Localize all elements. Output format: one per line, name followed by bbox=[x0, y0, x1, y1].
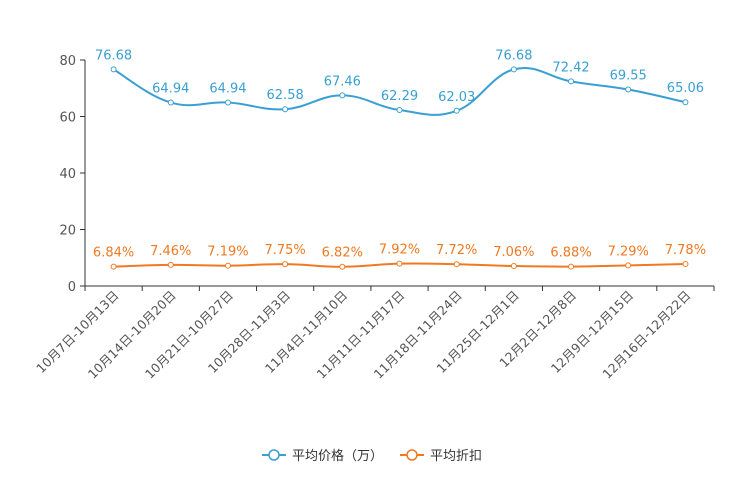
data-point[interactable] bbox=[224, 262, 231, 269]
data-point[interactable] bbox=[396, 107, 403, 114]
data-label: 7.06% bbox=[493, 245, 534, 260]
legend-label: 平均价格（万） bbox=[292, 448, 383, 464]
series-2: 6.84% 7.46% 7.19% 7.75% 6.82% 7.92% 7.72% 7.06%… bbox=[93, 243, 706, 270]
y-tick-label: 60 bbox=[59, 111, 76, 126]
y-tick-label: 0 bbox=[68, 280, 76, 295]
legend-label: 平均折扣 bbox=[430, 449, 482, 464]
data-label: 72.42 bbox=[552, 60, 589, 75]
data-label: 7.29% bbox=[608, 244, 649, 259]
data-label: 64.94 bbox=[209, 82, 246, 97]
data-point[interactable] bbox=[625, 86, 632, 93]
data-label: 67.46 bbox=[324, 74, 361, 89]
data-point[interactable] bbox=[682, 261, 689, 268]
data-point[interactable] bbox=[453, 261, 460, 268]
data-label: 7.92% bbox=[379, 243, 420, 258]
data-label: 7.46% bbox=[150, 244, 191, 259]
series-layer: 76.68 64.94 64.94 62.58 67.46 62.29 62.03 76.68… bbox=[93, 48, 706, 270]
data-point[interactable] bbox=[568, 78, 575, 85]
data-label: 69.55 bbox=[610, 69, 647, 84]
data-point[interactable] bbox=[339, 263, 346, 270]
legend-item-1[interactable]: 平均价格（万） bbox=[262, 448, 383, 464]
data-label: 7.72% bbox=[436, 243, 477, 258]
data-point[interactable] bbox=[282, 261, 289, 268]
y-tick-label: 80 bbox=[59, 54, 76, 69]
data-label: 62.29 bbox=[381, 89, 418, 104]
data-point[interactable] bbox=[110, 263, 117, 270]
data-point[interactable] bbox=[167, 261, 174, 268]
data-point[interactable] bbox=[453, 107, 460, 114]
data-point[interactable] bbox=[339, 92, 346, 99]
data-label: 7.19% bbox=[207, 245, 248, 260]
data-label: 6.84% bbox=[93, 246, 134, 261]
data-point[interactable] bbox=[110, 66, 117, 73]
data-label: 62.58 bbox=[267, 88, 304, 103]
data-point[interactable] bbox=[682, 99, 689, 106]
data-point[interactable] bbox=[167, 99, 174, 106]
series-1: 76.68 64.94 64.94 62.58 67.46 62.29 62.03 76.68… bbox=[95, 48, 704, 116]
data-point[interactable] bbox=[224, 99, 231, 106]
data-point[interactable] bbox=[510, 263, 517, 270]
data-label: 76.68 bbox=[95, 48, 132, 63]
data-point[interactable] bbox=[625, 262, 632, 269]
legend-item-2[interactable]: 平均折扣 bbox=[400, 449, 482, 464]
legend-marker-icon bbox=[406, 449, 418, 461]
data-point[interactable] bbox=[568, 263, 575, 270]
legend-marker-icon bbox=[268, 449, 280, 461]
data-label: 64.94 bbox=[152, 82, 189, 97]
data-point[interactable] bbox=[282, 106, 289, 113]
data-label: 7.78% bbox=[665, 243, 706, 258]
y-tick-label: 40 bbox=[59, 167, 76, 182]
data-label: 6.88% bbox=[550, 246, 591, 261]
data-label: 65.06 bbox=[667, 81, 704, 96]
y-tick-label: 20 bbox=[59, 224, 76, 239]
legend: 平均价格（万） 平均折扣 bbox=[262, 448, 482, 464]
data-point[interactable] bbox=[396, 260, 403, 267]
data-point[interactable] bbox=[510, 66, 517, 73]
data-label: 76.68 bbox=[495, 48, 532, 63]
data-label: 7.75% bbox=[264, 243, 305, 258]
data-label: 62.03 bbox=[438, 90, 475, 105]
data-label: 6.82% bbox=[322, 246, 363, 261]
